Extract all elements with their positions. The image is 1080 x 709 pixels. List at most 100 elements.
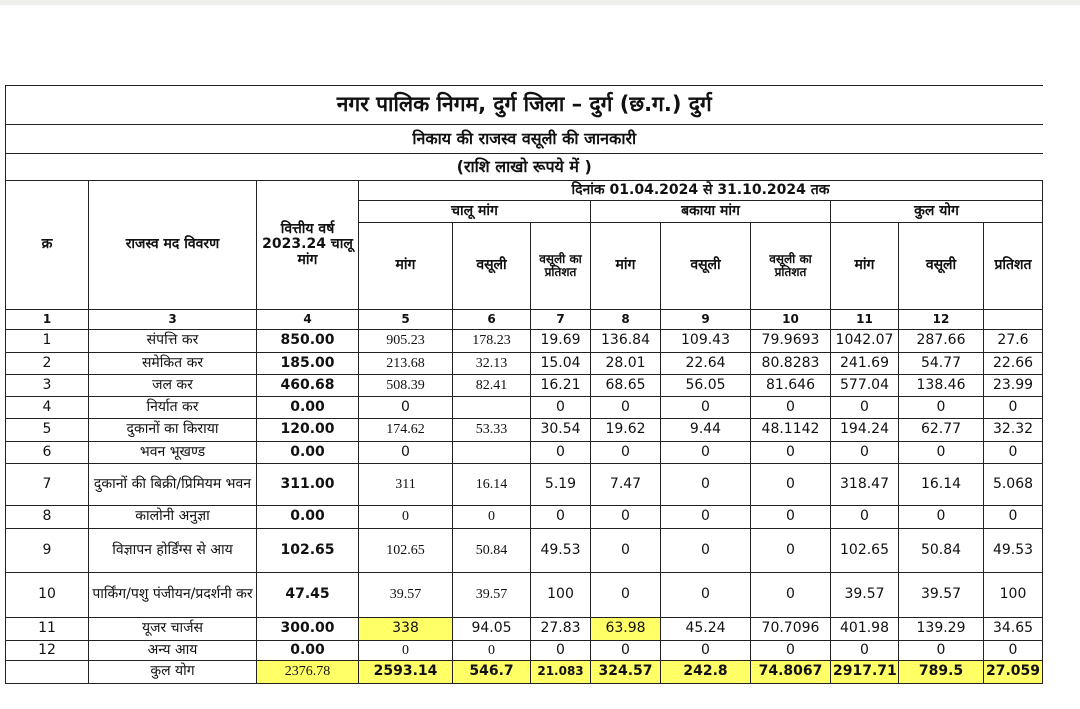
- value-cell: 0: [983, 441, 1043, 464]
- sub-header: वसूली: [660, 222, 751, 310]
- value-cell: 23.99: [983, 374, 1043, 397]
- col-header: क्र: [5, 180, 89, 310]
- value-cell: 311.00: [256, 463, 359, 506]
- total-row: कुल योग 2376.78 2593.14 546.7 21.083 324.57 24…: [5, 660, 1043, 684]
- value-cell: 49.53: [530, 528, 591, 573]
- value-cell: 0.00: [256, 505, 359, 529]
- table-body: नगर पालिक निगम, दुर्ग जिला – दुर्ग (छ.ग.…: [5, 85, 1043, 684]
- item-name: निर्यात कर: [88, 396, 257, 419]
- value-cell: 0: [750, 528, 831, 573]
- value-cell: 401.98: [830, 617, 899, 641]
- sub-header: वसूली: [452, 222, 531, 310]
- value-cell: 32.32: [983, 418, 1043, 442]
- data-row: 1 संपत्ति कर 850.00 905.23 178.23 19.69 136.84…: [5, 329, 1043, 353]
- value-cell: 19.69: [530, 329, 591, 353]
- item-name: विज्ञापन होर्डिंग्स से आय: [88, 528, 257, 573]
- subtitle-row: निकाय की राजस्व वसूली की जानकारी: [5, 124, 1043, 154]
- value-cell: 16.14: [452, 463, 531, 506]
- value-cell: 0: [750, 463, 831, 506]
- value-cell: 53.33: [452, 418, 531, 442]
- value-cell: 0: [660, 528, 751, 573]
- value-cell: 49.53: [983, 528, 1043, 573]
- value-cell: 287.66: [898, 329, 984, 353]
- value-cell: 79.9693: [750, 329, 831, 353]
- value-cell: 47.45: [256, 572, 359, 618]
- value-cell: 2: [5, 352, 89, 375]
- value-cell: [452, 441, 531, 464]
- column-number: 1: [5, 309, 89, 330]
- column-number: 12: [898, 309, 984, 330]
- value-cell: 174.62: [358, 418, 453, 442]
- value-cell: 5.068: [983, 463, 1043, 506]
- value-cell: 577.04: [830, 374, 899, 397]
- value-cell: 7.47: [590, 463, 661, 506]
- value-cell: 0: [983, 396, 1043, 419]
- value-cell: 185.00: [256, 352, 359, 375]
- group-header: कुल योग: [830, 200, 1043, 223]
- value-cell: 0: [530, 505, 591, 529]
- value-cell: 15.04: [530, 352, 591, 375]
- value-cell: 0: [750, 441, 831, 464]
- total-value: 546.7: [452, 660, 531, 684]
- group-header: चालू मांग: [358, 200, 591, 223]
- value-cell: 139.29: [898, 617, 984, 641]
- cell: [5, 660, 89, 684]
- value-cell: 28.01: [590, 352, 661, 375]
- value-cell: 0: [590, 528, 661, 573]
- value-cell: 50.84: [898, 528, 984, 573]
- sub-header: मांग: [590, 222, 661, 310]
- value-cell: 0: [830, 505, 899, 529]
- value-cell: 0: [830, 640, 899, 661]
- value-cell: 0: [530, 441, 591, 464]
- value-cell: 39.57: [452, 572, 531, 618]
- period-header: दिनांक 01.04.2024 से 31.10.2024 तक: [358, 180, 1043, 201]
- item-name: अन्य आय: [88, 640, 257, 661]
- value-cell: 0: [590, 441, 661, 464]
- item-name: भवन भूखण्ड: [88, 441, 257, 464]
- value-cell: 0: [660, 463, 751, 506]
- item-name: यूजर चार्जस: [88, 617, 257, 641]
- column-number: 4: [256, 309, 359, 330]
- value-cell: 100: [530, 572, 591, 618]
- value-cell: 0: [358, 640, 453, 661]
- value-cell: 0.00: [256, 640, 359, 661]
- total-value: 2917.71: [830, 660, 899, 684]
- revenue-table: नगर पालिक निगम, दुर्ग जिला – दुर्ग (छ.ग.…: [5, 85, 1043, 684]
- column-number: 9: [660, 309, 751, 330]
- value-cell: 11: [5, 617, 89, 641]
- value-cell: 0: [590, 396, 661, 419]
- column-number: 8: [590, 309, 661, 330]
- column-number: 6: [452, 309, 531, 330]
- value-cell: 0: [750, 640, 831, 661]
- column-number: 3: [88, 309, 257, 330]
- value-cell: 48.1142: [750, 418, 831, 442]
- value-cell: 8: [5, 505, 89, 529]
- value-cell: 0: [660, 640, 751, 661]
- value-cell: 178.23: [452, 329, 531, 353]
- data-row: 12 अन्य आय 0.00 0 0 0 0 0 0 0 0 0: [5, 640, 1043, 661]
- value-cell: 70.7096: [750, 617, 831, 641]
- value-cell: 22.64: [660, 352, 751, 375]
- value-cell: 45.24: [660, 617, 751, 641]
- data-row: 5 दुकानों का किराया 120.00 174.62 53.33 30.54…: [5, 418, 1043, 442]
- value-cell: 109.43: [660, 329, 751, 353]
- cell: [983, 309, 1043, 330]
- value-cell: 100: [983, 572, 1043, 618]
- value-cell: 68.65: [590, 374, 661, 397]
- value-cell: 5.19: [530, 463, 591, 506]
- value-cell: 0: [660, 441, 751, 464]
- title-row: नगर पालिक निगम, दुर्ग जिला – दुर्ग (छ.ग.…: [5, 85, 1043, 125]
- total-value: 2376.78: [256, 660, 359, 684]
- value-cell: 39.57: [358, 572, 453, 618]
- value-cell: 62.77: [898, 418, 984, 442]
- value-cell: 102.65: [256, 528, 359, 573]
- item-name: जल कर: [88, 374, 257, 397]
- value-cell: 63.98: [590, 617, 661, 641]
- value-cell: 22.66: [983, 352, 1043, 375]
- note-row: (राशि लाखो रूपये में ): [5, 153, 1043, 181]
- value-cell: 300.00: [256, 617, 359, 641]
- value-cell: 0: [590, 640, 661, 661]
- value-cell: 0: [983, 505, 1043, 529]
- sub-header: वसूली का प्रतिशत: [530, 222, 591, 310]
